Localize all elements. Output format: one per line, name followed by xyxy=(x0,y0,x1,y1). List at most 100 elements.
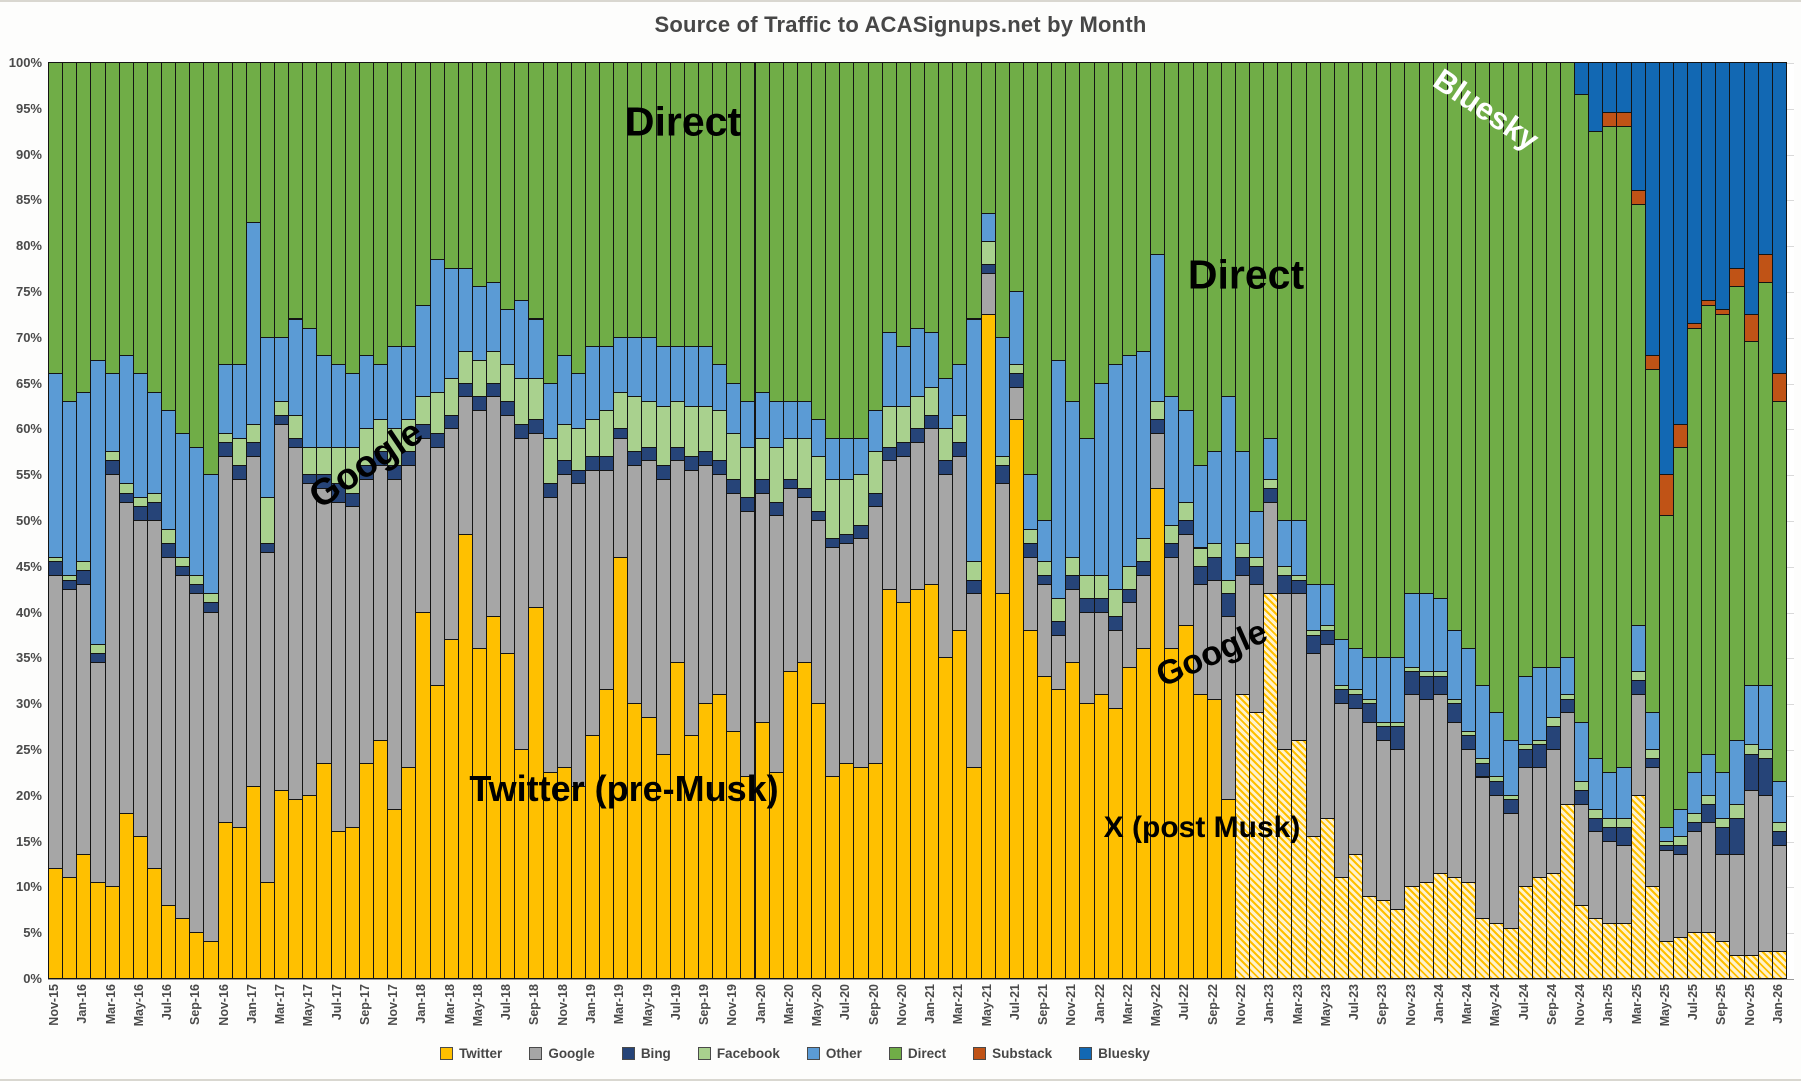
segment-facebook-Jun-21 xyxy=(994,455,1010,467)
segment-facebook-Jan-26 xyxy=(1771,822,1787,833)
segment-google-Apr-21 xyxy=(966,593,982,769)
segment-twitter-Dec-15 xyxy=(62,877,78,979)
segment-twitter-Apr-17 xyxy=(288,799,304,979)
segment-bing-Jan-16 xyxy=(76,570,92,586)
segment-direct-Jul-21 xyxy=(1008,62,1024,292)
segment-other-Apr-20 xyxy=(796,400,813,439)
segment-facebook-Jul-19 xyxy=(669,400,685,448)
segment-other-Apr-16 xyxy=(118,355,134,485)
x-axis-label: Sep-17 xyxy=(357,984,372,1025)
segment-bing-Jan-25 xyxy=(1602,826,1618,842)
y-axis-label: 85% xyxy=(15,192,42,208)
segment-direct-Apr-22 xyxy=(1136,62,1152,352)
segment-substack-May-25 xyxy=(1658,474,1674,517)
segment-direct-Jan-22 xyxy=(1093,62,1109,384)
segment-twitter-Feb-23 xyxy=(1277,749,1293,979)
segment-facebook-May-17 xyxy=(302,446,318,476)
segment-google-Dec-16 xyxy=(231,478,247,828)
segment-bing-May-16 xyxy=(132,506,148,521)
legend-label: Facebook xyxy=(716,1046,780,1061)
segment-direct-May-20 xyxy=(811,62,827,421)
segment-twitter-Nov-15 xyxy=(48,868,64,979)
legend-item-bluesky: Bluesky xyxy=(1079,1046,1150,1061)
segment-direct-Jan-19 xyxy=(584,62,601,347)
segment-direct-Dec-23 xyxy=(1418,62,1434,595)
segment-bing-Mar-18 xyxy=(443,414,459,430)
segment-direct-Aug-24 xyxy=(1531,62,1547,668)
segment-google-Jun-20 xyxy=(825,547,841,778)
legend-label: Google xyxy=(548,1046,595,1061)
segment-other-May-16 xyxy=(132,373,148,499)
segment-direct-Dec-24 xyxy=(1588,130,1604,760)
segment-google-Jun-21 xyxy=(994,483,1010,595)
y-axis-label: 55% xyxy=(15,467,42,483)
segment-twitter-Jul-16 xyxy=(161,904,177,979)
segment-direct-Aug-21 xyxy=(1022,62,1039,476)
segment-other-Jan-23 xyxy=(1263,437,1279,480)
segment-facebook-Apr-21 xyxy=(966,561,982,581)
segment-substack-Dec-25 xyxy=(1757,254,1773,283)
segment-twitter-Feb-19 xyxy=(599,689,615,979)
segment-other-Apr-18 xyxy=(457,268,473,352)
segment-bing-Mar-23 xyxy=(1291,579,1307,595)
x-axis-label: Nov-20 xyxy=(894,984,909,1026)
segment-google-Dec-20 xyxy=(909,442,926,590)
segment-facebook-Nov-19 xyxy=(726,432,742,480)
segment-bluesky-Apr-25 xyxy=(1644,62,1660,357)
segment-direct-Dec-20 xyxy=(909,62,926,329)
segment-facebook-Sep-19 xyxy=(697,405,714,453)
segment-facebook-Jan-17 xyxy=(245,423,261,444)
segment-bluesky-Sep-25 xyxy=(1715,62,1731,311)
segment-twitter-Jan-25 xyxy=(1602,923,1618,979)
segment-facebook-Dec-16 xyxy=(231,437,247,467)
segment-google-Nov-15 xyxy=(48,574,64,870)
segment-bing-Jan-26 xyxy=(1771,831,1787,847)
segment-direct-Feb-16 xyxy=(90,62,106,361)
segment-facebook-Jun-19 xyxy=(655,405,671,467)
x-axis-label: May-16 xyxy=(131,984,146,1027)
segment-google-Dec-19 xyxy=(740,510,756,778)
x-axis-label: Jul-24 xyxy=(1516,984,1531,1021)
segment-other-Dec-20 xyxy=(909,327,926,398)
segment-other-Nov-19 xyxy=(726,382,742,434)
segment-direct-Jan-20 xyxy=(754,62,770,393)
segment-direct-Jun-21 xyxy=(994,62,1010,338)
segment-bluesky-Jan-26 xyxy=(1771,62,1787,375)
segment-google-Jun-23 xyxy=(1333,703,1349,879)
segment-direct-Aug-18 xyxy=(514,62,530,302)
segment-other-Nov-22 xyxy=(1234,451,1251,544)
x-axis-label: Nov-25 xyxy=(1742,984,1757,1026)
segment-facebook-Dec-21 xyxy=(1079,574,1095,599)
segment-other-Feb-22 xyxy=(1107,364,1123,590)
y-axis-label: 70% xyxy=(15,329,42,345)
segment-other-Jan-21 xyxy=(924,332,940,389)
segment-direct-Oct-23 xyxy=(1390,62,1406,659)
direct-label-1: Direct xyxy=(624,98,742,145)
segment-google-Oct-25 xyxy=(1729,854,1745,957)
segment-google-Jul-22 xyxy=(1178,533,1194,627)
segment-google-Aug-23 xyxy=(1362,721,1378,897)
segment-google-Jan-17 xyxy=(245,455,261,787)
segment-bing-Nov-20 xyxy=(895,442,911,457)
segment-other-Oct-22 xyxy=(1220,396,1236,581)
segment-twitter-Feb-24 xyxy=(1446,877,1462,979)
segment-twitter-Dec-22 xyxy=(1249,712,1265,979)
segment-other-Nov-24 xyxy=(1574,721,1590,783)
segment-direct-Jun-16 xyxy=(146,62,163,393)
segment-other-Nov-18 xyxy=(556,355,572,425)
segment-google-Jun-25 xyxy=(1672,854,1689,938)
segment-bing-Jan-23 xyxy=(1263,487,1279,503)
segment-bing-Oct-22 xyxy=(1220,593,1236,618)
segment-bing-Aug-22 xyxy=(1192,565,1208,586)
segment-facebook-Jun-22 xyxy=(1164,524,1180,544)
segment-bing-Feb-18 xyxy=(429,433,445,448)
segment-bing-Jul-21 xyxy=(1008,373,1024,389)
segment-bing-Sep-19 xyxy=(697,451,714,467)
x-axis-label: Jan-23 xyxy=(1262,984,1277,1024)
segment-facebook-Jan-21 xyxy=(924,387,940,416)
segment-twitter-Feb-17 xyxy=(259,881,276,979)
segment-direct-Sep-25 xyxy=(1715,313,1731,773)
segment-facebook-Jun-25 xyxy=(1672,836,1689,847)
segment-google-May-23 xyxy=(1319,643,1335,819)
